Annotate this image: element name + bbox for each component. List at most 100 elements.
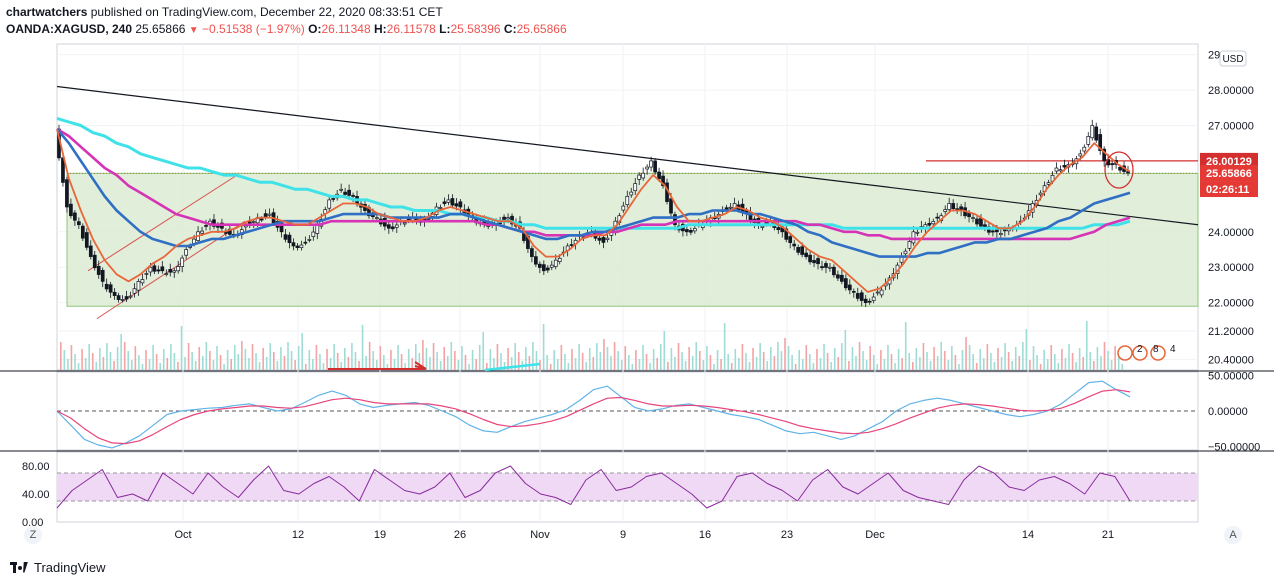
open-label: O: [308, 22, 322, 36]
candle-up [633, 183, 638, 192]
auto-scale-button[interactable]: A [1224, 526, 1242, 544]
volume-bar [599, 352, 602, 370]
volume-bar [397, 345, 399, 370]
candle-down [124, 296, 129, 300]
event-flag-icon [1150, 345, 1166, 361]
volume-bar [216, 346, 218, 370]
candle-down [386, 224, 391, 229]
volume-bar [915, 348, 918, 370]
volume-bar [535, 351, 538, 370]
volume-bar [880, 350, 882, 370]
volume-bar [60, 342, 62, 370]
volume-bar [230, 359, 232, 370]
volume-bar [979, 349, 982, 370]
candle-up [438, 207, 443, 209]
y-tick-label: 24.00000 [1208, 227, 1254, 239]
candle-up [180, 257, 185, 267]
volume-bar [1039, 364, 1042, 370]
volume-bar [553, 350, 556, 370]
volume-bar [336, 353, 339, 370]
candle-down [844, 278, 848, 289]
candle-up [629, 191, 634, 196]
candle-down [541, 264, 546, 272]
volume-bar [546, 355, 548, 370]
volume-bar [965, 337, 967, 370]
volume-bar [123, 342, 126, 370]
volume-bar [528, 356, 531, 370]
volume-bar [883, 359, 886, 370]
candle-up [728, 206, 733, 209]
volume-bar [248, 358, 250, 370]
candle-down [537, 263, 542, 268]
zoom-toggle-button[interactable]: Z [24, 526, 42, 544]
candle-up [760, 226, 765, 228]
volume-bar [262, 348, 264, 370]
volume-bar [358, 361, 360, 370]
candle-up [923, 224, 928, 228]
volume-bar [184, 357, 186, 370]
macd-y-label: 0.00000 [1208, 406, 1248, 418]
volume-bar [972, 354, 974, 370]
candle-down [1118, 166, 1122, 171]
candle-down [840, 274, 844, 282]
volume-bar [1036, 355, 1038, 370]
candle-down [156, 269, 161, 272]
candle-down [673, 214, 677, 226]
candle-up [1054, 167, 1059, 172]
x-tick-label: Oct [174, 529, 191, 541]
high-value: 26.11578 [386, 22, 436, 36]
volume-bar [1114, 346, 1116, 370]
volume-bar [1050, 345, 1053, 370]
candle-down [458, 201, 463, 208]
candle-down [263, 213, 268, 218]
volume-bar [730, 363, 733, 370]
candle-down [88, 245, 93, 257]
candle-down [867, 300, 872, 303]
volume-bar [699, 351, 701, 370]
candle-up [907, 241, 912, 249]
x-tick-label: 23 [781, 529, 793, 541]
volume-bar [70, 345, 73, 370]
volume-bar [152, 345, 154, 370]
volume-bar [294, 360, 296, 370]
volume-bar [478, 345, 481, 370]
volume-bar [304, 364, 307, 370]
volume-bar [798, 350, 800, 370]
volume-bar [198, 347, 201, 370]
macd-line [56, 380, 1131, 449]
volume-bar [727, 354, 729, 370]
volume-bar [145, 350, 147, 370]
volume-bar [205, 342, 208, 370]
candle-down [351, 195, 355, 197]
volume-bar [997, 348, 999, 370]
volume-bar [933, 347, 935, 370]
arrow-head-icon [414, 361, 427, 370]
x-tick-label: 9 [620, 529, 626, 541]
candle-down [96, 265, 101, 275]
candle-up [828, 266, 832, 269]
footer-brand: TradingView [10, 560, 106, 575]
volume-bar [819, 358, 822, 370]
volume-bar [617, 351, 619, 370]
candle-down [816, 258, 820, 265]
candle-up [915, 231, 920, 234]
volume-bar [613, 342, 616, 370]
x-tick-label: Nov [530, 529, 550, 541]
volume-bar [1057, 363, 1060, 370]
candle-up [557, 257, 562, 262]
candle-up [128, 295, 133, 298]
candle-up [251, 221, 256, 223]
volume-bar [993, 362, 996, 370]
volume-bar [273, 352, 275, 370]
candle-up [267, 213, 272, 216]
x-tick-label: Dec [865, 529, 885, 541]
close-label: C: [503, 22, 517, 36]
candle-down [545, 267, 550, 271]
volume-bar [507, 348, 509, 370]
volume-bar [780, 351, 783, 370]
volume-bar [319, 354, 321, 370]
volume-bar [1064, 358, 1067, 370]
candle-down [669, 198, 673, 214]
volume-bar [791, 355, 793, 370]
